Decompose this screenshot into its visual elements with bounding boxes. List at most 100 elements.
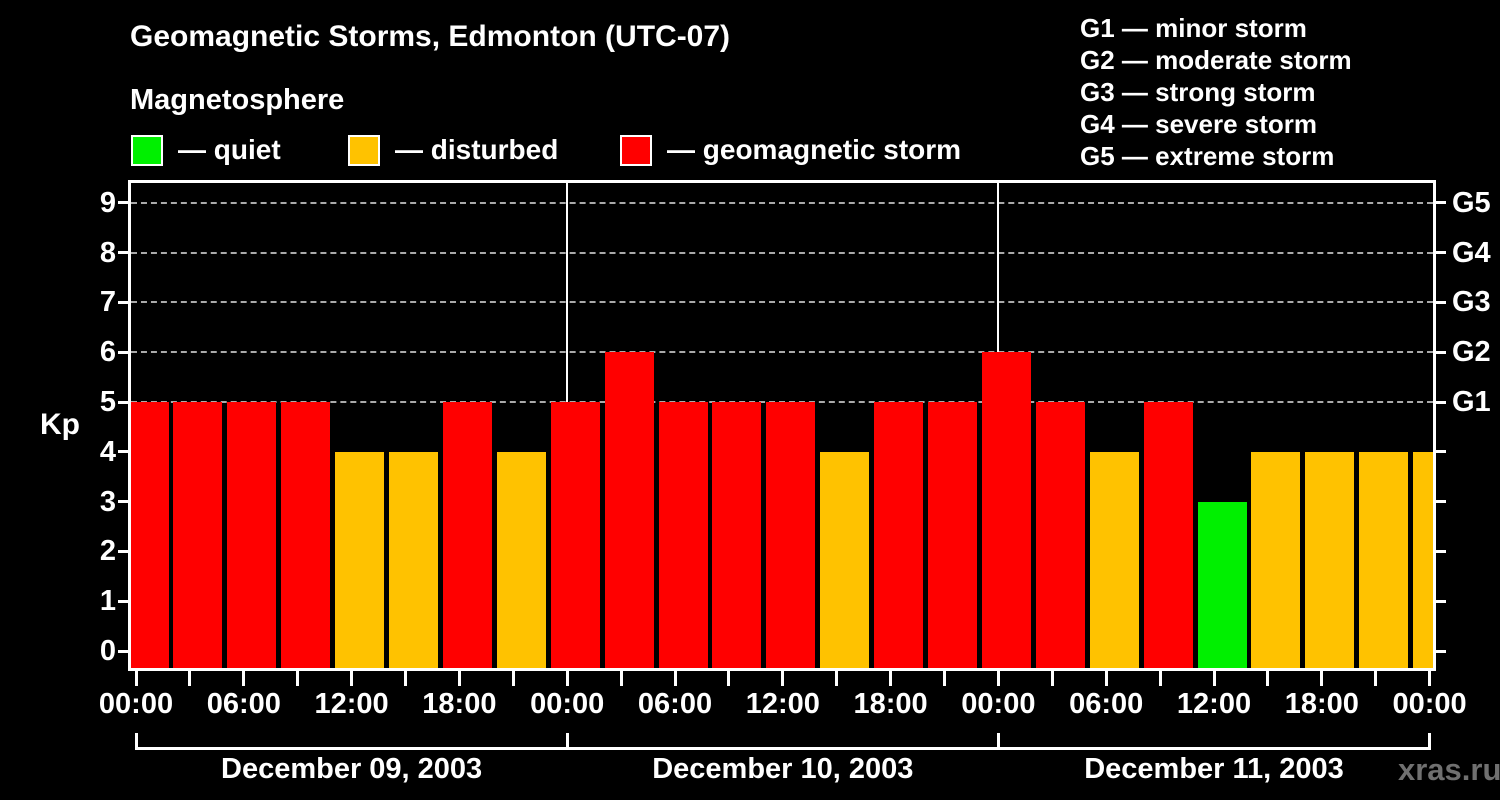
kp-bar [496, 451, 546, 668]
g-level-label-g3: G3 [1452, 286, 1491, 319]
x-tick-label: 06:00 [206, 688, 281, 720]
y-tick-label: 7 [99, 286, 116, 319]
y-tick-label: 4 [99, 435, 116, 468]
y-tick-left [118, 300, 128, 304]
kp-bar [928, 402, 977, 668]
x-tick [404, 671, 407, 686]
y-tick-label: 6 [99, 336, 116, 369]
kp-bar [550, 402, 600, 668]
kp-bar [874, 402, 924, 668]
y-tick-right [1436, 450, 1446, 454]
kp-bar [604, 352, 654, 668]
legend-item-quiet: — quiet [131, 134, 281, 166]
x-tick [134, 671, 138, 686]
date-label-day-3: December 11, 2003 [1084, 753, 1344, 785]
y-tick-right [1436, 300, 1446, 304]
y-tick-left [118, 450, 128, 454]
kp-bar [227, 402, 277, 668]
watermark: xras.ru [1398, 752, 1500, 787]
kp-bar [1143, 402, 1193, 668]
x-tick [1212, 671, 1216, 686]
plot-area [118, 180, 1446, 686]
kp-bar [658, 402, 708, 668]
kp-bar [131, 402, 169, 668]
plot-clip-region [131, 183, 1433, 668]
legend-label-quiet: — quiet [178, 134, 281, 165]
x-tick-label: 12:00 [1176, 688, 1252, 720]
g-scale-legend: G1 — minor storm G2 — moderate storm G3 — … [1080, 12, 1352, 172]
y-tick-right [1436, 549, 1446, 553]
x-tick-label: 00:00 [530, 688, 605, 720]
x-tick-label: 18:00 [1284, 688, 1359, 720]
kp-bar [712, 402, 762, 668]
legend-label-storm: — geomagnetic storm [667, 134, 962, 165]
x-tick [727, 671, 731, 686]
g-level-label-g1: G1 [1452, 386, 1491, 418]
x-tick [296, 671, 300, 686]
x-tick [673, 671, 677, 686]
g-level-label-g2: G2 [1452, 336, 1491, 369]
x-tick [996, 671, 1000, 686]
x-tick-label: 18:00 [422, 688, 497, 720]
y-tick-right [1436, 649, 1446, 653]
disturbed-swatch-icon [348, 134, 380, 166]
y-tick-right [1436, 201, 1446, 205]
x-tick [1050, 671, 1054, 686]
x-tick [350, 671, 354, 686]
date-label-day-1: December 09, 2003 [221, 753, 483, 785]
kp-bar [766, 402, 816, 668]
x-tick [511, 671, 515, 686]
y-tick-label: 2 [99, 535, 116, 568]
y-tick-left [118, 350, 128, 354]
y-tick-right [1436, 599, 1446, 603]
g-scale-line-5: G5 — extreme storm [1080, 141, 1335, 171]
gridline-kp-8 [131, 251, 1433, 254]
legend-item-disturbed: — disturbed [348, 134, 558, 166]
date-label-day-2: December 10, 2003 [652, 753, 914, 785]
gridline-kp-6 [131, 351, 1433, 354]
x-tick-label: 00:00 [961, 688, 1036, 720]
kp-bar [1089, 451, 1139, 668]
y-tick-right [1436, 400, 1446, 404]
x-tick [1266, 671, 1270, 686]
y-tick-label: 8 [99, 236, 116, 269]
quiet-swatch-icon [131, 134, 163, 166]
kp-bar [1413, 451, 1433, 668]
x-tick [781, 671, 785, 686]
bracket-tick [134, 733, 138, 750]
bracket-tick [1428, 733, 1432, 750]
y-tick-left [118, 251, 128, 255]
x-tick [188, 671, 192, 686]
y-tick-label: 5 [99, 386, 116, 418]
kp-bar [1197, 501, 1247, 668]
g-level-label-g4: G4 [1452, 236, 1491, 269]
kp-bar [442, 402, 492, 668]
kp-bar [820, 451, 870, 668]
bracket-tick [996, 733, 1000, 750]
page-title: Geomagnetic Storms, Edmonton (UTC-07) [130, 20, 731, 53]
bracket-tick [565, 733, 569, 750]
x-tick-label: 06:00 [637, 688, 713, 720]
g-scale-line-2: G2 — moderate storm [1080, 45, 1352, 75]
y-tick-left [118, 201, 128, 205]
y-tick-label: 3 [99, 485, 116, 518]
legend-item-storm: — geomagnetic storm [620, 134, 961, 166]
x-tick [619, 671, 623, 686]
kp-bar [981, 352, 1031, 668]
x-tick [457, 671, 461, 686]
x-tick [1374, 671, 1378, 686]
x-tick [242, 671, 246, 686]
storm-swatch-icon [620, 134, 652, 166]
y-tick-right [1436, 251, 1446, 255]
y-tick-right [1436, 500, 1446, 504]
x-tick-label: 06:00 [1069, 688, 1144, 720]
x-tick-label: 12:00 [745, 688, 820, 720]
x-tick [1428, 671, 1432, 686]
y-axis-title: Kp [40, 408, 80, 441]
x-tick [1158, 671, 1162, 686]
x-tick-label: 00:00 [98, 688, 174, 720]
chart-subtitle: Magnetosphere [130, 84, 345, 116]
g-scale-line-1: G1 — minor storm [1080, 13, 1307, 43]
y-tick-label: 9 [99, 186, 116, 219]
